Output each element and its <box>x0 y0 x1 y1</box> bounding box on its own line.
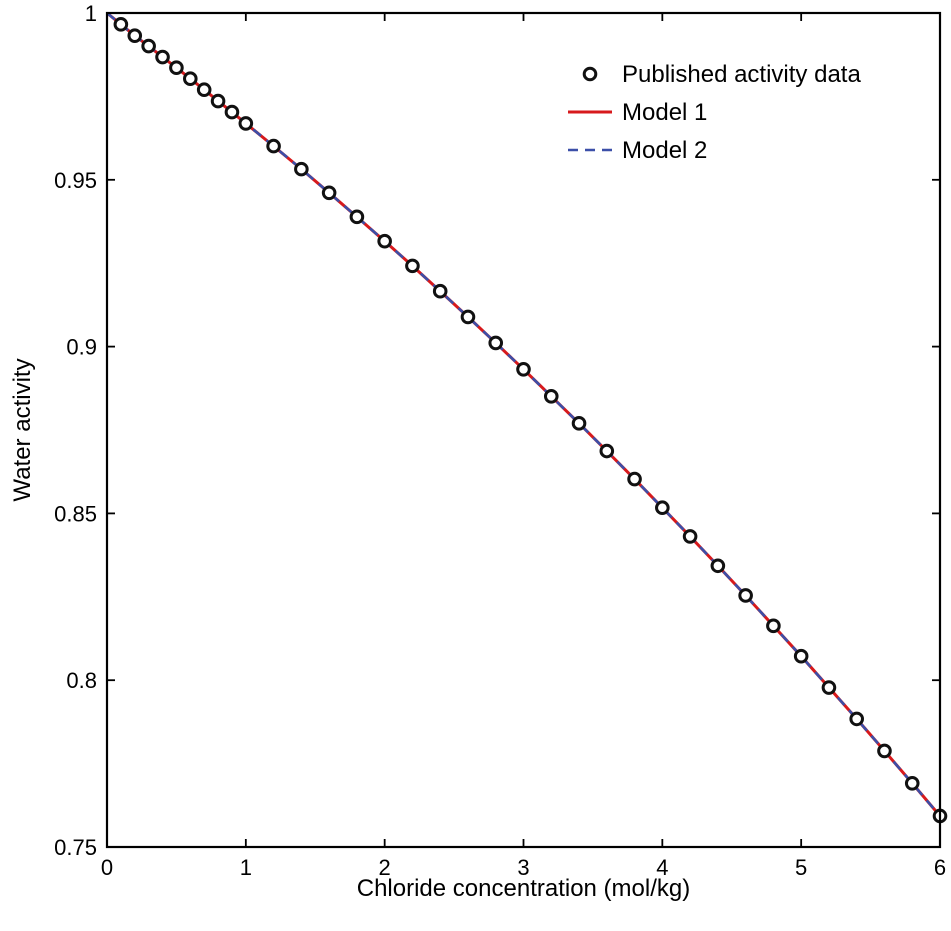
axes: 0 1 2 3 4 5 6 0.75 0.8 0.85 0.9 0.95 1 <box>54 1 946 880</box>
data-point <box>183 71 198 87</box>
x-axis-title: Chloride concentration (mol/kg) <box>357 875 690 902</box>
data-point <box>710 558 726 574</box>
data-point <box>294 161 309 177</box>
y-tick-label: 0.95 <box>54 168 97 193</box>
y-tick-label: 0.75 <box>54 835 97 860</box>
y-tick-label: 0.85 <box>54 501 97 526</box>
data-point <box>321 185 337 201</box>
data-point <box>238 116 254 131</box>
x-tick-label: 2 <box>379 855 391 880</box>
data-point <box>682 529 698 544</box>
x-tick-label: 0 <box>101 855 113 880</box>
data-point <box>349 209 365 225</box>
data-point <box>377 233 392 249</box>
data-point <box>738 588 753 603</box>
data-point <box>266 138 281 154</box>
data-point <box>127 28 143 43</box>
plot-frame <box>105 11 942 849</box>
data-point <box>460 309 476 325</box>
plot-area <box>106 11 948 824</box>
x-tick-label: 6 <box>934 855 946 880</box>
legend: Published activity data Model 1 Model 2 <box>568 61 861 164</box>
legend-marker-1 <box>582 66 598 82</box>
data-point <box>571 416 587 431</box>
x-tick-label: 5 <box>795 855 807 880</box>
data-point <box>821 680 837 695</box>
data-point <box>488 335 504 351</box>
series-line-3 <box>106 11 941 817</box>
data-point <box>141 38 156 54</box>
data-point <box>849 711 865 727</box>
data-point <box>224 104 240 120</box>
series-line-2 <box>106 11 942 817</box>
data-point <box>210 93 226 109</box>
y-tick-label: 1 <box>85 1 97 26</box>
y-axis-title: Water activity <box>9 358 36 501</box>
data-point <box>196 82 212 98</box>
data-point <box>169 60 184 76</box>
data-point <box>793 648 809 664</box>
x-tick-label: 1 <box>240 855 252 880</box>
data-point <box>877 743 892 759</box>
data-point <box>904 775 920 791</box>
y-tick-label: 0.8 <box>66 668 97 693</box>
legend-label-2: Model 1 <box>622 99 707 126</box>
data-point <box>543 389 559 404</box>
data-point <box>655 500 670 516</box>
legend-label-3: Model 2 <box>622 137 707 164</box>
legend-label-1: Published activity data <box>622 61 861 88</box>
data-point <box>405 258 420 274</box>
data-point <box>155 49 170 65</box>
y-tick-label: 0.9 <box>66 335 97 360</box>
data-point <box>627 471 642 487</box>
data-point <box>766 618 781 634</box>
data-point <box>599 443 615 459</box>
data-point <box>113 17 129 32</box>
x-tick-label: 3 <box>517 855 529 880</box>
x-tick-label: 4 <box>656 855 668 880</box>
data-point <box>432 283 448 299</box>
data-point <box>516 361 531 377</box>
